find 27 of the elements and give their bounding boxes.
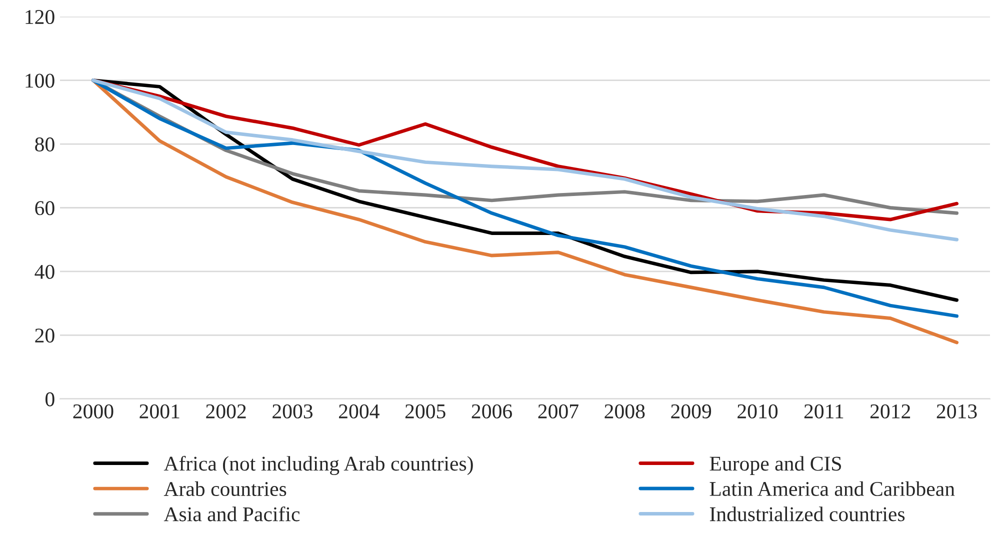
x-tick-label: 2010 [738, 404, 778, 418]
x-tick-label: 2007 [538, 404, 578, 418]
y-tick-label: 120 [26, 10, 54, 24]
legend-label: Africa (not including Arab countries) [164, 456, 473, 476]
x-tick-label: 2008 [604, 404, 645, 418]
x-tick-label: 2003 [272, 404, 313, 418]
y-tick-label: 40 [34, 264, 54, 279]
x-tick-label: 2002 [206, 404, 246, 418]
legend-label: Latin America and Caribbean [710, 481, 955, 496]
y-tick-label: 20 [35, 328, 54, 343]
x-tick-label: 2009 [671, 404, 712, 418]
x-tick-label: 2001 [140, 404, 180, 418]
x-tick-label: 2013 [936, 404, 977, 418]
legend-label: Asia and Pacific [164, 506, 300, 522]
x-tick-label: 2005 [405, 404, 446, 418]
x-tick-label: 2006 [472, 404, 512, 418]
legend-label: Arab countries [164, 481, 286, 496]
y-tick-label: 60 [35, 201, 54, 216]
x-tick-label: 2000 [73, 404, 114, 418]
y-tick-label: 80 [35, 137, 54, 152]
x-tick-label: 2004 [339, 404, 380, 418]
legend-label: Europe and CIS [710, 456, 841, 475]
x-tick-label: 2012 [870, 404, 910, 418]
y-tick-label: 0 [46, 392, 54, 406]
legend-label: Industrialized countries [710, 506, 905, 522]
y-tick-label: 100 [26, 74, 54, 88]
x-tick-label: 2011 [804, 404, 844, 418]
